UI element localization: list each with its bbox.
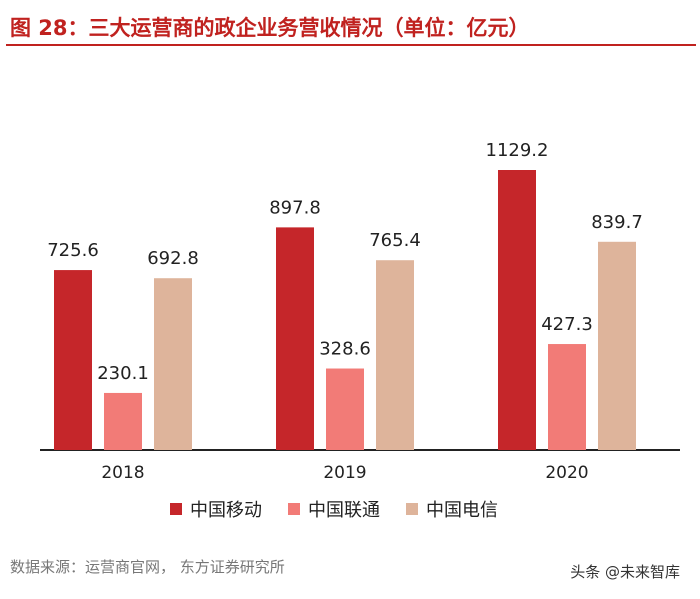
- title-divider: [6, 44, 696, 46]
- legend-item-unicom: 中国联通: [288, 496, 380, 522]
- legend-label-mobile: 中国移动: [190, 500, 262, 521]
- legend-item-telecom: 中国电信: [406, 496, 498, 522]
- watermark-text: 头条 @未来智库: [570, 563, 680, 581]
- bar-中国移动-2020: [498, 170, 536, 450]
- bar-中国联通-2018: [104, 392, 142, 450]
- data-label-中国电信-2018: 692.8: [147, 248, 199, 269]
- bar-中国联通-2019: [326, 368, 364, 450]
- data-label-中国移动-2019: 897.8: [269, 197, 321, 218]
- bar-中国移动-2019: [276, 227, 314, 450]
- legend-label-unicom: 中国联通: [308, 500, 380, 521]
- data-label-中国移动-2018: 725.6: [47, 240, 99, 261]
- bar-中国联通-2020: [548, 344, 586, 450]
- bar-中国电信-2019: [376, 260, 414, 450]
- figure-title: 图 28：三大运营商的政企业务营收情况（单位：亿元）: [10, 16, 530, 40]
- data-label-中国联通-2018: 230.1: [97, 363, 149, 384]
- chart-legend: 中国移动 中国联通 中国电信: [170, 496, 498, 522]
- data-label-中国联通-2020: 427.3: [541, 314, 593, 335]
- bar-中国电信-2018: [154, 278, 192, 450]
- legend-label-telecom: 中国电信: [426, 500, 498, 521]
- data-label-中国电信-2020: 839.7: [591, 212, 643, 233]
- bar-中国电信-2020: [598, 241, 636, 450]
- data-label-中国联通-2019: 328.6: [319, 339, 371, 360]
- legend-swatch-unicom: [288, 503, 300, 515]
- legend-item-mobile: 中国移动: [170, 496, 262, 522]
- bar-中国移动-2018: [54, 270, 92, 450]
- x-tick-label-2020: 2020: [545, 463, 588, 483]
- legend-swatch-mobile: [170, 503, 182, 515]
- watermark: 头条 @未来智库: [570, 561, 680, 582]
- data-label-中国电信-2019: 765.4: [369, 230, 421, 251]
- x-tick-label-2019: 2019: [323, 463, 366, 483]
- x-tick-label-2018: 2018: [101, 463, 144, 483]
- data-label-中国移动-2020: 1129.2: [486, 140, 549, 161]
- data-source: 数据来源：运营商官网， 东方证券研究所: [10, 558, 285, 576]
- legend-swatch-telecom: [406, 503, 418, 515]
